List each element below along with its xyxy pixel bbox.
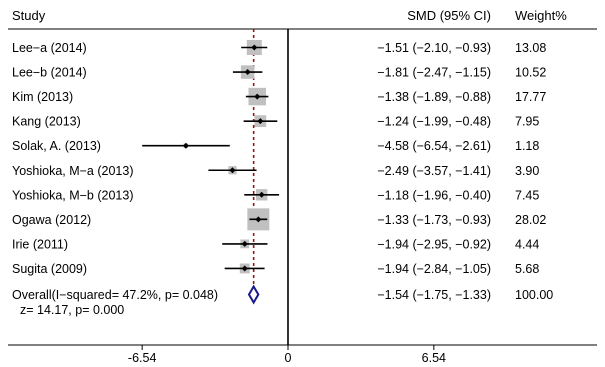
- study-weight-text: 3.90: [515, 164, 539, 178]
- study-row: Solak, A. (2013) −4.58 (−6.54, −2.61) 1.18: [12, 139, 539, 153]
- header-row: Study SMD (95% CI) Weight%: [12, 8, 567, 23]
- study-point-estimate: [244, 69, 251, 76]
- study-label: Lee−a (2014): [12, 41, 87, 55]
- study-row: Yoshioka, M−b (2013) −1.18 (−1.96, −0.40)…: [12, 188, 539, 202]
- study-row: Ogawa (2012) −1.33 (−1.73, −0.93) 28.02: [12, 208, 546, 231]
- study-point-estimate: [251, 44, 258, 51]
- overall-diamond: [247, 284, 260, 305]
- study-ci-text: −1.94 (−2.95, −0.92): [377, 237, 491, 251]
- study-weight-text: 1.18: [515, 139, 539, 153]
- study-ci-text: −1.33 (−1.73, −0.93): [377, 213, 491, 227]
- study-weight-text: 13.08: [515, 41, 546, 55]
- header-weight: Weight%: [515, 8, 567, 23]
- x-tick-label: -6.54: [128, 351, 157, 365]
- study-label: Yoshioka, M−a (2013): [12, 164, 134, 178]
- study-row: Sugita (2009) −1.94 (−2.84, −1.05) 5.68: [12, 262, 539, 276]
- study-weight-text: 17.77: [515, 90, 546, 104]
- study-label: Yoshioka, M−b (2013): [12, 188, 134, 202]
- study-row: Yoshioka, M−a (2013) −2.49 (−3.57, −1.41)…: [12, 164, 539, 178]
- study-point-estimate: [241, 240, 248, 247]
- study-label: Kim (2013): [12, 90, 73, 104]
- study-ci-text: −2.49 (−3.57, −1.41): [377, 164, 491, 178]
- study-point-estimate: [257, 118, 264, 125]
- study-row: Kim (2013) −1.38 (−1.89, −0.88) 17.77: [12, 87, 546, 106]
- study-ci-text: −1.38 (−1.89, −0.88): [377, 90, 491, 104]
- study-ci-text: −1.18 (−1.96, −0.40): [377, 188, 491, 202]
- study-weight-text: 7.45: [515, 188, 539, 202]
- study-point-estimate: [182, 142, 189, 149]
- study-label: Ogawa (2012): [12, 213, 91, 227]
- study-row: Lee−b (2014) −1.81 (−2.47, −1.15) 10.52: [12, 65, 546, 80]
- study-point-estimate: [229, 167, 236, 174]
- x-tick-label: 0: [285, 351, 292, 365]
- x-tick-label: 6.54: [422, 351, 446, 365]
- overall-row: Overall(I−squared= 47.2%, p= 0.048) −1.5…: [12, 284, 553, 317]
- study-label: Sugita (2009): [12, 262, 87, 276]
- study-row: Irie (2011) −1.94 (−2.95, −0.92) 4.44: [12, 237, 539, 251]
- study-row: Lee−a (2014) −1.51 (−2.10, −0.93) 13.08: [12, 39, 546, 56]
- study-ci-text: −1.51 (−2.10, −0.93): [377, 41, 491, 55]
- overall-weight-text: 100.00: [515, 288, 553, 302]
- study-ci-text: −4.58 (−6.54, −2.61): [377, 139, 491, 153]
- study-point-estimate: [255, 216, 262, 223]
- study-point-estimate: [254, 93, 261, 100]
- study-weight-text: 10.52: [515, 66, 546, 80]
- header-effect: SMD (95% CI): [407, 8, 491, 23]
- study-ci-text: −1.81 (−2.47, −1.15): [377, 66, 491, 80]
- study-rows: Lee−a (2014) −1.51 (−2.10, −0.93) 13.08Lee…: [12, 39, 546, 276]
- study-label: Kang (2013): [12, 115, 81, 129]
- study-weight-text: 7.95: [515, 115, 539, 129]
- study-point-estimate: [258, 191, 265, 198]
- overall-ci-text: −1.54 (−1.75, −1.33): [377, 288, 491, 302]
- overall-label: Overall(I−squared= 47.2%, p= 0.048): [12, 288, 218, 302]
- study-label: Irie (2011): [12, 237, 68, 251]
- study-point-estimate: [241, 265, 248, 272]
- study-weight-text: 28.02: [515, 213, 546, 227]
- header-study: Study: [12, 8, 46, 23]
- study-weight-text: 5.68: [515, 262, 539, 276]
- overall-z-test: z= 14.17, p= 0.000: [20, 303, 124, 317]
- study-row: Kang (2013) −1.24 (−1.99, −0.48) 7.95: [12, 115, 539, 129]
- study-label: Lee−b (2014): [12, 66, 87, 80]
- study-ci-text: −1.24 (−1.99, −0.48): [377, 115, 491, 129]
- study-ci-text: −1.94 (−2.84, −1.05): [377, 262, 491, 276]
- x-axis: -6.54 0 6.54: [128, 345, 446, 365]
- study-label: Solak, A. (2013): [12, 139, 101, 153]
- study-weight-text: 4.44: [515, 237, 539, 251]
